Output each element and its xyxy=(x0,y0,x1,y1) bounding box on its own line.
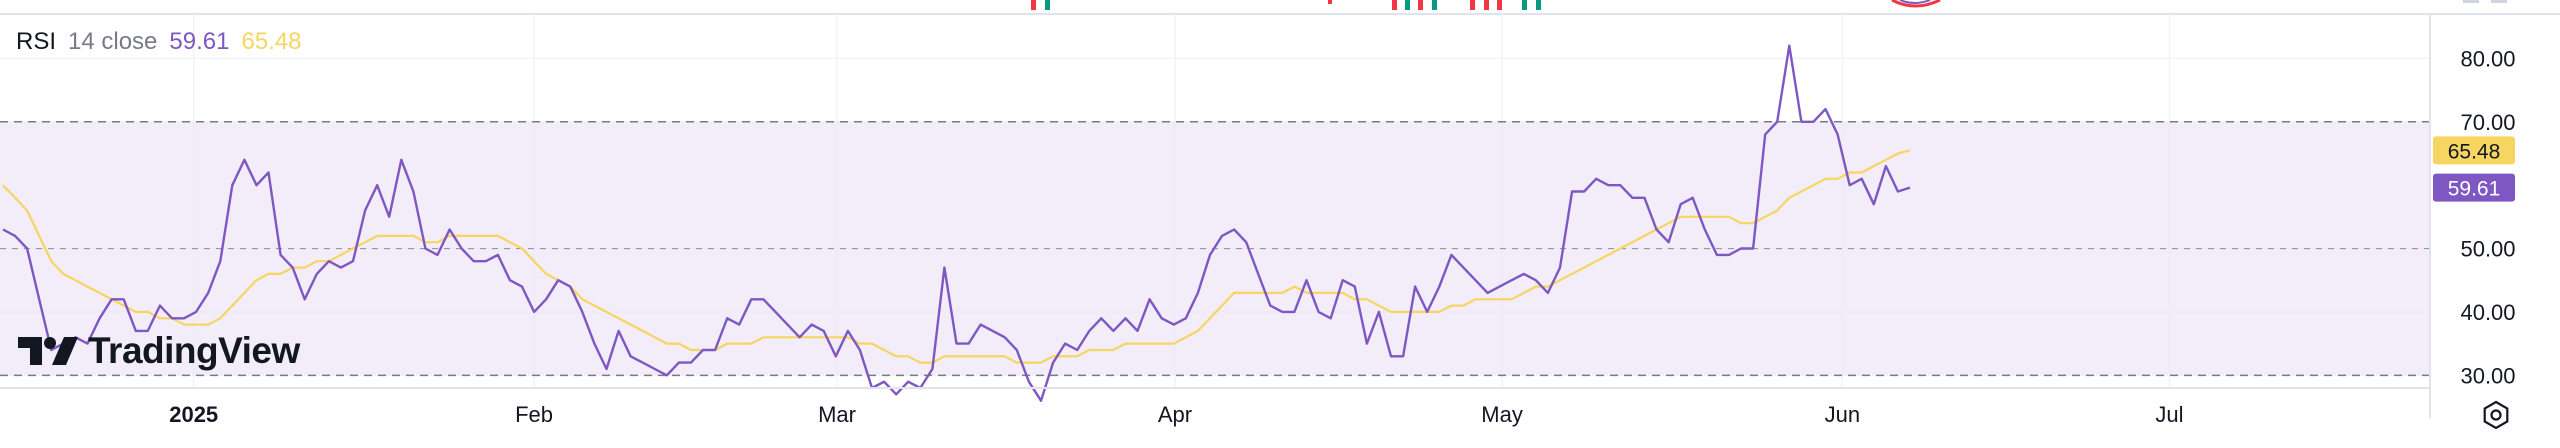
price-tick-label: 40.00 xyxy=(2460,300,2515,325)
time-axis[interactable]: 2025 Feb Mar Apr May Jun Jul xyxy=(169,402,2183,427)
indicator-params: 14 close xyxy=(68,28,158,55)
time-tick-label: 2025 xyxy=(169,402,218,427)
time-tick-label: Feb xyxy=(515,402,553,427)
rsi-value-badge-text: 59.61 xyxy=(2448,178,2501,201)
ma-line xyxy=(2,149,1911,364)
ma-value-badge: 65.48 xyxy=(2433,136,2515,165)
time-tick-label: May xyxy=(1481,402,1523,427)
time-tick-label: Jul xyxy=(2155,402,2183,427)
rsi-value-badge: 59.61 xyxy=(2433,173,2515,202)
ma-value: 65.48 xyxy=(241,28,302,55)
tradingview-wordmark: TradingView xyxy=(88,330,300,371)
series-layer xyxy=(2,44,1911,402)
price-tick-label: 30.00 xyxy=(2460,363,2515,388)
time-tick-label: Mar xyxy=(818,402,856,427)
tradingview-watermark[interactable]: TradingView xyxy=(18,330,300,372)
rsi-value: 59.61 xyxy=(169,28,230,55)
price-axis[interactable]: 80.00 70.00 50.00 40.00 30.00 xyxy=(2460,46,2515,388)
indicator-name: RSI xyxy=(16,28,57,55)
rsi-line xyxy=(2,44,1911,402)
time-tick-label: Apr xyxy=(1158,402,1192,427)
tradingview-logo-icon xyxy=(18,337,78,365)
time-tick-label: Jun xyxy=(1825,402,1860,427)
indicator-legend[interactable]: RSI 14 close 59.61 65.48 xyxy=(16,28,302,56)
price-tick-label: 80.00 xyxy=(2460,46,2515,71)
ma-value-badge-text: 65.48 xyxy=(2448,140,2501,163)
settings-icon[interactable] xyxy=(2483,400,2509,430)
top-candle-remnants xyxy=(1031,0,2507,10)
value-badges: 65.48 59.61 xyxy=(2433,136,2515,202)
price-tick-label: 50.00 xyxy=(2460,237,2515,262)
price-tick-label: 70.00 xyxy=(2460,110,2515,135)
